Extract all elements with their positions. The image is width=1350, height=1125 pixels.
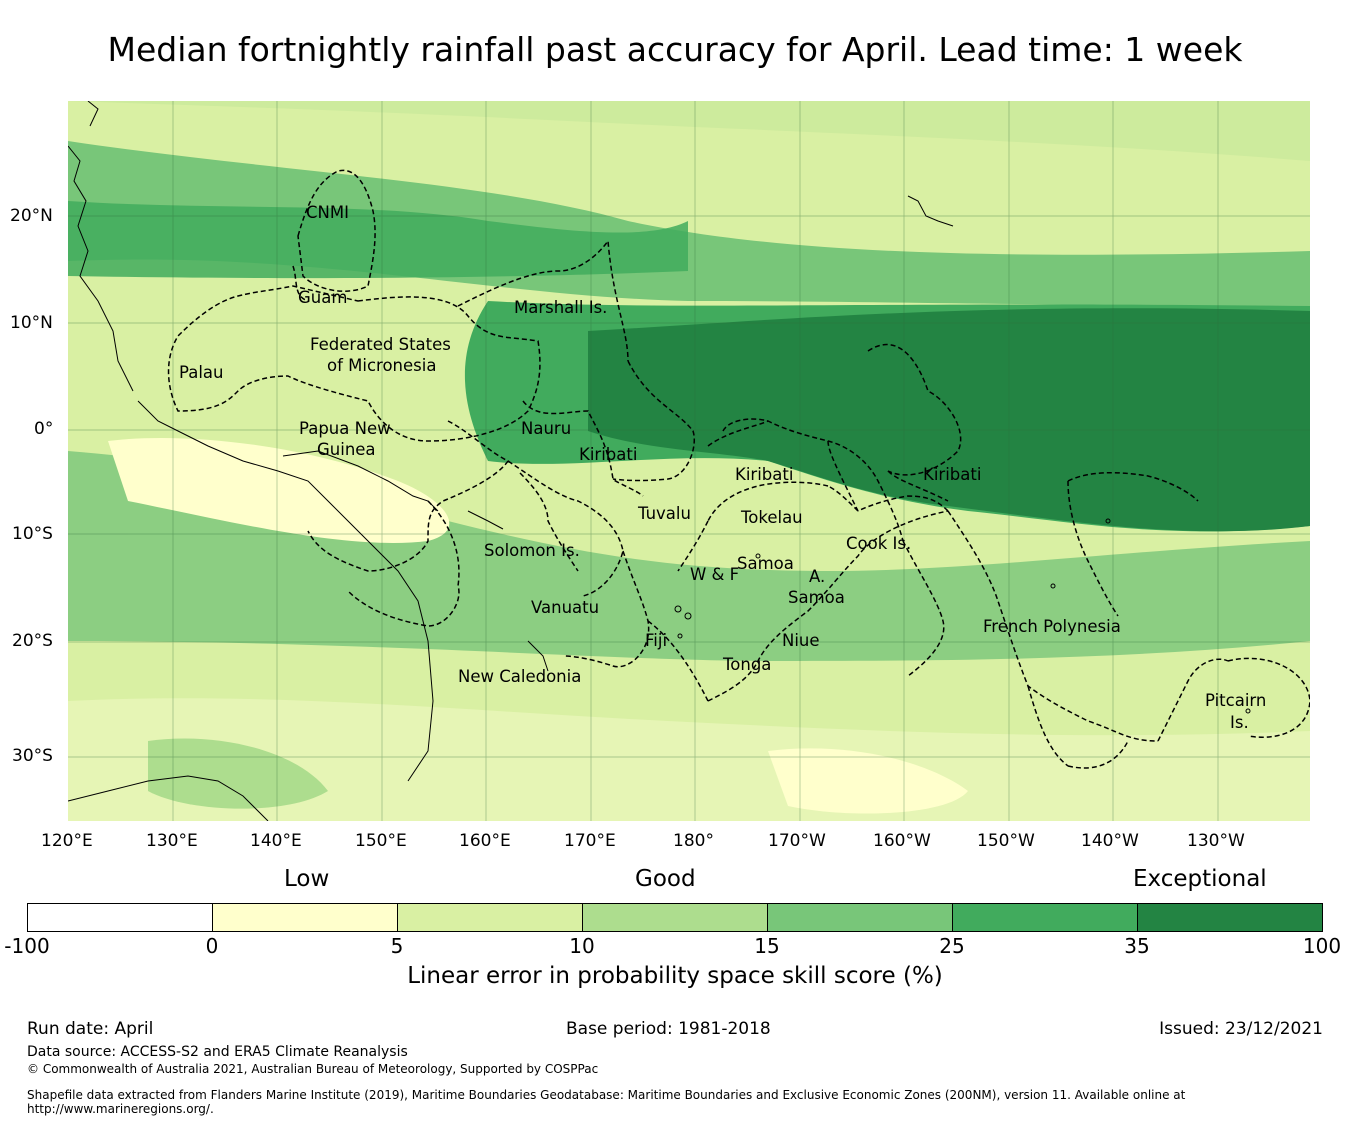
region-label-tonga: Tonga <box>722 655 771 674</box>
region-labels: CNMI Guam Marshall Is. Federated States … <box>179 203 1266 732</box>
issued-date: Issued: 23/12/2021 <box>1159 1019 1323 1039</box>
lon-label-150e: 150°E <box>355 831 407 851</box>
lat-label-20n: 20°N <box>10 206 53 226</box>
region-label-solomon: Solomon Is. <box>484 541 580 560</box>
lat-label-10s: 10°S <box>12 524 53 544</box>
run-date: Run date: April <box>27 1019 154 1039</box>
region-label-asamoa-2: Samoa <box>788 588 845 607</box>
region-label-tokelau: Tokelau <box>740 508 803 527</box>
base-period: Base period: 1981-2018 <box>566 1019 771 1039</box>
region-label-asamoa-1: A. <box>809 567 825 586</box>
lon-label-130e: 130°E <box>146 831 198 851</box>
colorbar-title: Linear error in probability space skill … <box>407 963 943 989</box>
colorbar-tick: -100 <box>4 934 50 958</box>
region-label-palau: Palau <box>179 363 223 382</box>
region-label-fsm-1: Federated States <box>310 335 451 354</box>
colorbar-segment-2 <box>212 903 398 932</box>
lon-label-150w: 150°W <box>977 831 1035 851</box>
colorbar-tick: 35 <box>1124 934 1150 958</box>
chart-title: Median fortnightly rainfall past accurac… <box>107 30 1243 69</box>
region-label-fiji: Fiji <box>645 631 667 650</box>
colorbar-segment-5 <box>767 903 953 932</box>
region-label-marshall: Marshall Is. <box>514 298 607 317</box>
region-label-fsm-2: of Micronesia <box>327 356 436 375</box>
colorbar <box>27 903 1323 932</box>
region-label-cnmi: CNMI <box>306 203 349 222</box>
lat-label-10n: 10°N <box>10 313 53 333</box>
region-label-wf: W & F <box>690 565 739 584</box>
lon-label-180: 180° <box>673 831 714 851</box>
copyright: © Commonwealth of Australia 2021, Austra… <box>27 1062 599 1076</box>
colorbar-tick: 0 <box>205 934 219 958</box>
skill-score-map: CNMI Guam Marshall Is. Federated States … <box>68 101 1310 821</box>
colorbar-tick: 10 <box>569 934 595 958</box>
lat-label-eq: 0° <box>34 419 54 439</box>
data-source: Data source: ACCESS-S2 and ERA5 Climate … <box>27 1044 408 1060</box>
lat-label-20s: 20°S <box>12 631 53 651</box>
region-label-tuvalu: Tuvalu <box>637 504 691 523</box>
colorbar-segment-6 <box>952 903 1138 932</box>
region-label-nauru: Nauru <box>521 419 571 438</box>
shapefile-credit: Shapefile data extracted from Flanders M… <box>27 1088 1186 1116</box>
colorbar-tick: 15 <box>754 934 780 958</box>
lon-label-160w: 160°W <box>873 831 931 851</box>
legend-category-good: Good <box>635 866 696 892</box>
region-label-vanuatu: Vanuatu <box>531 598 599 617</box>
colorbar-segment-4 <box>582 903 768 932</box>
lat-label-30s: 30°S <box>12 746 53 766</box>
region-label-new-caledonia: New Caledonia <box>458 667 581 686</box>
lon-label-160e: 160°E <box>459 831 511 851</box>
region-label-kiribati-east: Kiribati <box>923 465 981 484</box>
lon-label-120e: 120°E <box>41 831 93 851</box>
colorbar-tick: 5 <box>390 934 404 958</box>
lon-label-170w: 170°W <box>768 831 826 851</box>
region-label-png-1: Papua New <box>299 419 391 438</box>
lon-label-140e: 140°E <box>250 831 302 851</box>
skill-bands <box>68 101 1310 821</box>
eez-boundaries <box>167 169 1310 769</box>
region-label-guam: Guam <box>298 288 347 307</box>
region-label-french-polynesia: French Polynesia <box>983 617 1121 636</box>
region-label-niue: Niue <box>782 631 820 650</box>
lon-label-170e: 170°E <box>564 831 616 851</box>
region-label-pitcairn-1: Pitcairn <box>1205 691 1266 710</box>
lon-label-140w: 140°W <box>1081 831 1139 851</box>
graticule <box>68 101 1310 821</box>
region-label-samoa: Samoa <box>737 554 794 573</box>
region-label-png-2: Guinea <box>317 440 376 459</box>
colorbar-segment-1 <box>27 903 213 932</box>
colorbar-tick: 100 <box>1302 934 1342 958</box>
region-label-kiribati-west: Kiribati <box>579 445 637 464</box>
region-label-pitcairn-2: Is. <box>1230 713 1249 732</box>
legend-category-exceptional: Exceptional <box>1133 866 1267 892</box>
colorbar-segment-7 <box>1137 903 1323 932</box>
region-label-cook: Cook Is. <box>846 534 911 553</box>
colorbar-tick: 25 <box>939 934 965 958</box>
colorbar-segment-3 <box>397 903 583 932</box>
legend-category-low: Low <box>284 866 330 892</box>
lon-label-130w: 130°W <box>1187 831 1245 851</box>
region-label-kiribati-central: Kiribati <box>735 465 793 484</box>
